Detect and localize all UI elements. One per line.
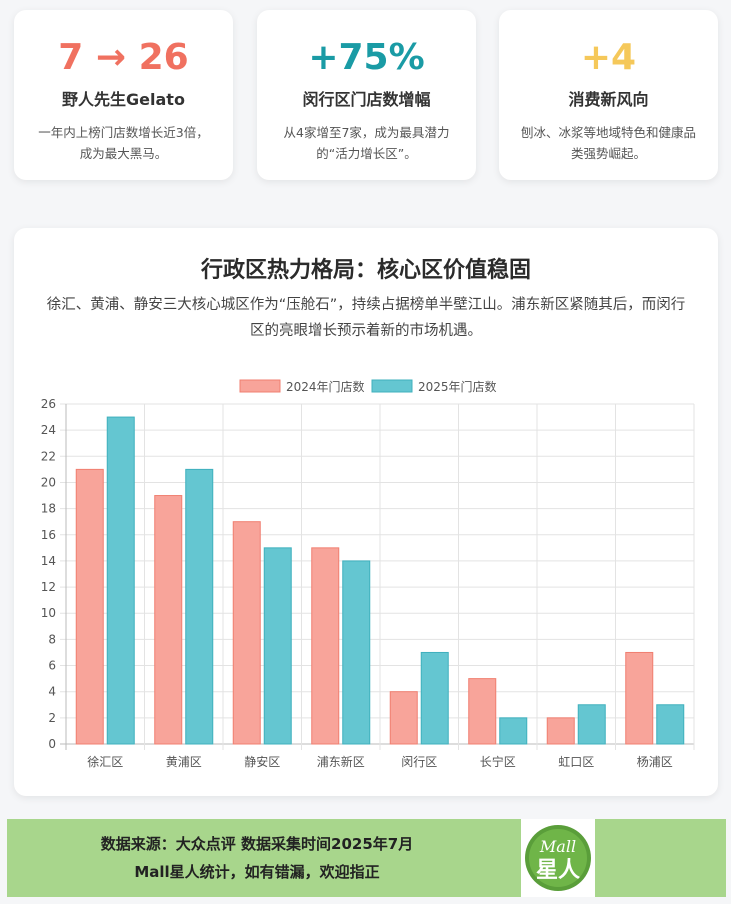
x-tick-label: 闵行区 <box>401 754 437 769</box>
y-tick-label: 0 <box>48 737 56 751</box>
footer: 数据来源：大众点评 数据采集时间2025年7月 Mall星人统计，如有错漏，欢迎… <box>7 819 726 897</box>
stat-value: +4 <box>580 37 637 78</box>
stat-card-trend: +4 消费新风向 刨冰、冰浆等地域特色和健康品类强势崛起。 <box>499 10 718 180</box>
bar <box>75 468 104 745</box>
stat-value: 7 → 26 <box>58 37 189 78</box>
bar <box>499 717 528 745</box>
bar <box>311 547 340 745</box>
bar <box>342 560 371 745</box>
legend-swatch <box>371 379 413 393</box>
stat-title: 野人先生Gelato <box>62 90 185 109</box>
mall-logo: Mall 星人 <box>521 819 595 897</box>
svg-text:星人: 星人 <box>536 858 580 883</box>
stat-value: +75% <box>308 37 425 78</box>
stat-desc: 从4家增至7家，成为最具潜力的“活力增长区”。 <box>283 125 450 161</box>
x-tick-label: 徐汇区 <box>87 754 123 769</box>
y-tick-label: 8 <box>48 632 56 646</box>
legend-label: 2025年门店数 <box>418 379 497 394</box>
bar <box>389 691 418 745</box>
bar <box>546 717 575 745</box>
stat-row: 7 → 26 野人先生Gelato 一年内上榜门店数增长近3倍，成为最大黑马。 … <box>14 10 718 180</box>
bar <box>577 704 606 745</box>
y-tick-label: 12 <box>41 580 56 594</box>
y-tick-label: 10 <box>41 606 56 620</box>
stat-title: 闵行区门店数增幅 <box>302 90 431 109</box>
x-tick-label: 黄浦区 <box>166 755 202 769</box>
bar <box>154 495 183 745</box>
y-tick-label: 2 <box>48 711 56 725</box>
chart-card: 行政区热力格局：核心区价值稳固 徐汇、黄浦、静安三大核心城区作为“压舱石”，持续… <box>14 228 718 796</box>
bar <box>656 704 685 745</box>
legend-swatch <box>239 379 281 393</box>
y-tick-label: 20 <box>41 475 56 489</box>
bar <box>420 651 449 745</box>
stat-desc: 一年内上榜门店数增长近3倍，成为最大黑马。 <box>38 125 209 161</box>
footer-source: 数据来源：大众点评 数据采集时间2025年7月 <box>100 835 414 853</box>
footer-credit: Mall星人统计，如有错漏，欢迎指正 <box>134 863 380 881</box>
bar <box>106 416 135 745</box>
y-tick-label: 22 <box>41 449 56 463</box>
bar <box>263 547 292 745</box>
bar <box>232 521 261 745</box>
x-tick-label: 长宁区 <box>480 754 516 769</box>
y-tick-label: 16 <box>41 528 56 542</box>
bar <box>625 651 654 745</box>
x-tick-label: 浦东新区 <box>317 754 365 769</box>
stat-desc: 刨冰、冰浆等地域特色和健康品类强势崛起。 <box>520 125 696 161</box>
chart-subtitle: 徐汇、黄浦、静安三大核心城区作为“压舱石”，持续占据榜单半壁江山。浦东新区紧随其… <box>46 297 686 339</box>
y-tick-label: 4 <box>48 685 56 699</box>
y-tick-label: 14 <box>41 554 56 568</box>
stat-card-gelato: 7 → 26 野人先生Gelato 一年内上榜门店数增长近3倍，成为最大黑马。 <box>14 10 233 180</box>
x-tick-label: 虹口区 <box>558 755 594 769</box>
y-tick-label: 6 <box>48 659 56 673</box>
legend-label: 2024年门店数 <box>286 379 365 394</box>
stat-title: 消费新风向 <box>568 90 649 109</box>
y-tick-label: 18 <box>41 502 56 516</box>
y-tick-label: 26 <box>41 397 56 411</box>
bar-chart: 02468101214161820222426徐汇区 黄浦区 静安区 浦东新区 闵行区长… <box>41 379 695 769</box>
y-tick-label: 24 <box>41 423 56 437</box>
bar <box>185 468 214 745</box>
x-tick-label: 静安区 <box>244 754 280 769</box>
bar <box>468 678 497 745</box>
stat-card-minhang: +75% 闵行区门店数增幅 从4家增至7家，成为最具潜力的“活力增长区”。 <box>257 10 476 180</box>
chart-title: 行政区热力格局：核心区价值稳固 <box>200 258 531 283</box>
svg-text:Mall: Mall <box>539 837 576 856</box>
x-tick-label: 杨浦区 <box>637 754 673 769</box>
